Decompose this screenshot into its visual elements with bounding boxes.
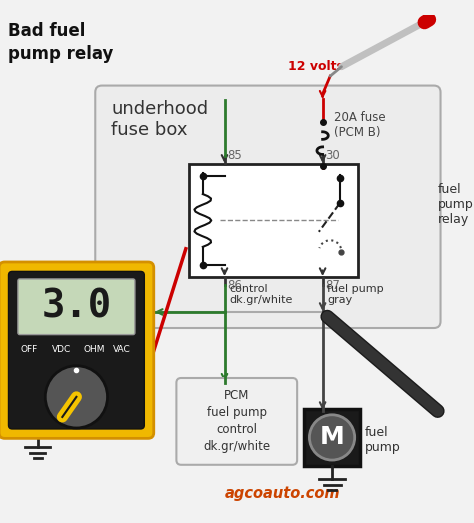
Text: 87: 87 xyxy=(326,279,340,292)
Text: control
dk.gr/white: control dk.gr/white xyxy=(229,283,292,305)
Text: fuel pump
gray: fuel pump gray xyxy=(328,283,384,305)
Text: Bad fuel
pump relay: Bad fuel pump relay xyxy=(8,22,113,63)
Text: 30: 30 xyxy=(326,149,340,162)
FancyBboxPatch shape xyxy=(18,279,135,335)
FancyBboxPatch shape xyxy=(0,262,154,438)
Text: agcoauto.com: agcoauto.com xyxy=(225,486,340,501)
Text: underhood
fuse box: underhood fuse box xyxy=(111,100,209,139)
Text: OHM: OHM xyxy=(83,345,104,354)
FancyBboxPatch shape xyxy=(95,86,440,328)
FancyBboxPatch shape xyxy=(176,378,297,465)
Text: PCM
fuel pump
control
dk.gr/white: PCM fuel pump control dk.gr/white xyxy=(203,390,270,453)
FancyBboxPatch shape xyxy=(9,271,144,429)
Bar xyxy=(304,409,360,465)
Text: fuel
pump: fuel pump xyxy=(365,426,401,454)
Text: 3.0: 3.0 xyxy=(41,288,111,326)
Text: VDC: VDC xyxy=(52,345,71,354)
Text: fuel
pump
relay: fuel pump relay xyxy=(438,183,474,226)
Text: 20A fuse
(PCM B): 20A fuse (PCM B) xyxy=(334,111,385,139)
Bar xyxy=(189,164,358,277)
Circle shape xyxy=(46,366,108,428)
Text: OFF: OFF xyxy=(21,345,38,354)
Text: M: M xyxy=(319,425,345,449)
Text: 12 volts: 12 volts xyxy=(288,60,344,73)
Text: 86: 86 xyxy=(228,279,242,292)
Circle shape xyxy=(310,415,355,460)
Text: VAC: VAC xyxy=(113,345,131,354)
Text: 85: 85 xyxy=(228,149,242,162)
